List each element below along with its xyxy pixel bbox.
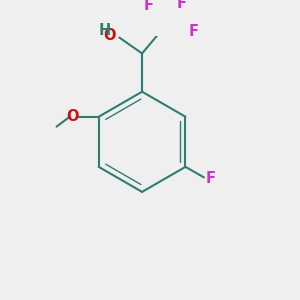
Text: O: O — [66, 109, 79, 124]
Text: H: H — [99, 23, 111, 38]
Text: F: F — [189, 24, 199, 39]
Text: F: F — [143, 0, 153, 13]
Text: F: F — [206, 171, 216, 186]
Text: F: F — [176, 0, 187, 11]
Text: O: O — [104, 28, 116, 43]
